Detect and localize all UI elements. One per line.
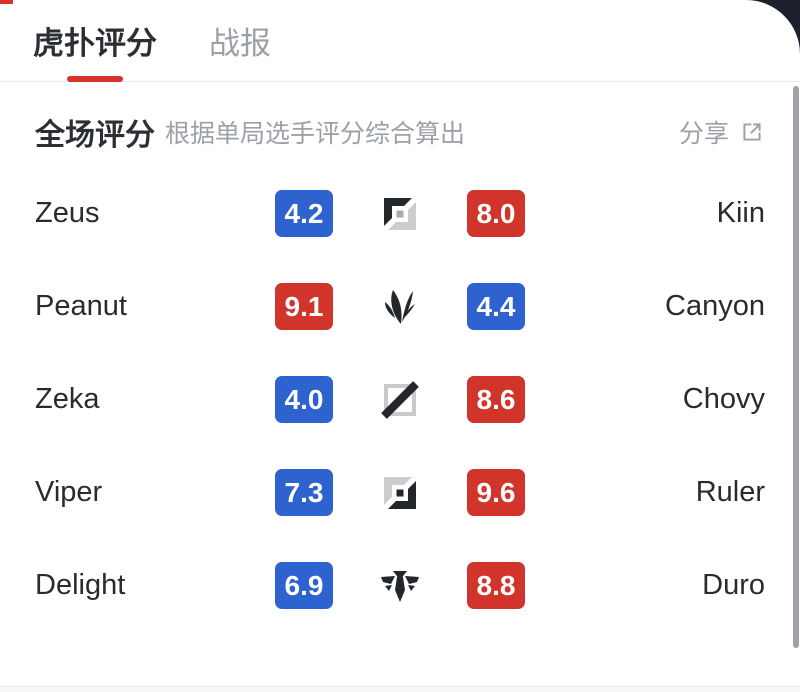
ratings-list: Zeus 4.2 8.0 Kiin Peanut 9.1 4.4 Canyon … <box>35 167 765 632</box>
bottom-divider <box>0 686 800 687</box>
rating-content: 全场评分 根据单局选手评分综合算出 分享 Zeus 4.2 8.0 <box>0 112 800 632</box>
left-score-badge: 4.0 <box>275 376 333 423</box>
right-player-name: Ruler <box>695 476 765 508</box>
right-player-name: Chovy <box>682 383 765 415</box>
left-score-badge: 4.2 <box>275 190 333 237</box>
rating-row[interactable]: Viper 7.3 9.6 Ruler <box>35 446 765 539</box>
section-subtitle: 根据单局选手评分综合算出 <box>165 120 466 148</box>
active-tab-underline <box>67 75 123 82</box>
share-external-icon <box>743 123 761 141</box>
left-player-name: Delight <box>35 569 126 601</box>
tab-hupu-rating-label: 虎扑评分 <box>33 26 157 61</box>
section-header: 全场评分 根据单局选手评分综合算出 分享 <box>35 112 765 152</box>
right-score-badge: 8.0 <box>467 190 525 237</box>
right-score-badge: 8.8 <box>467 562 525 609</box>
section-title: 全场评分 <box>35 119 155 152</box>
support-icon <box>378 564 422 608</box>
share-button[interactable]: 分享 <box>679 114 765 150</box>
rating-row[interactable]: Delight 6.9 8.8 Duro <box>35 539 765 632</box>
right-player-name: Kiin <box>716 197 765 229</box>
share-label: 分享 <box>678 120 729 148</box>
mid-lane-icon <box>378 378 422 422</box>
right-score-badge: 8.6 <box>467 376 525 423</box>
left-score-badge: 6.9 <box>275 562 333 609</box>
left-score-badge: 9.1 <box>275 283 333 330</box>
tab-battle-report[interactable]: 战报 <box>209 0 271 82</box>
tab-hupu-rating[interactable]: 虎扑评分 <box>33 0 157 82</box>
left-player-name: Zeus <box>35 197 100 229</box>
top-lane-icon <box>378 192 422 236</box>
tab-bar: 虎扑评分 战报 <box>0 0 800 82</box>
rating-row[interactable]: Peanut 9.1 4.4 Canyon <box>35 260 765 353</box>
left-player-name: Zeka <box>35 383 100 415</box>
left-player-name: Viper <box>35 476 103 508</box>
rating-row[interactable]: Zeka 4.0 8.6 Chovy <box>35 353 765 446</box>
left-score-badge: 7.3 <box>275 469 333 516</box>
right-player-name: Canyon <box>665 290 765 322</box>
red-corner-strip <box>0 0 13 4</box>
bot-lane-icon <box>378 471 422 515</box>
scrollbar-thumb[interactable] <box>793 86 799 648</box>
left-player-name: Peanut <box>35 290 127 322</box>
tab-battle-report-label: 战报 <box>209 26 271 61</box>
right-player-name: Duro <box>702 569 765 601</box>
rating-row[interactable]: Zeus 4.2 8.0 Kiin <box>35 167 765 260</box>
right-score-badge: 4.4 <box>467 283 525 330</box>
jungle-icon <box>378 285 422 329</box>
bottom-page-gap <box>0 687 800 692</box>
right-score-badge: 9.6 <box>467 469 525 516</box>
